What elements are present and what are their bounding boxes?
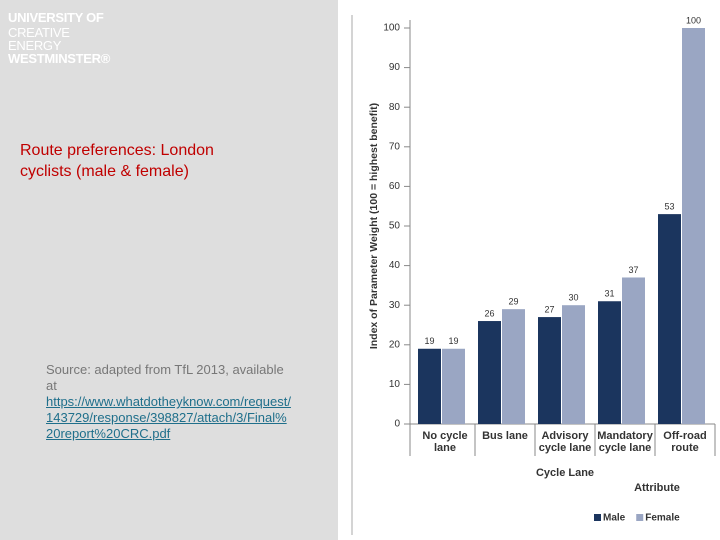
x-axis-label: Attribute <box>634 482 680 494</box>
data-label: 19 <box>424 336 434 346</box>
legend-swatch <box>594 514 601 521</box>
y-tick-label: 50 <box>389 221 401 232</box>
y-tick-label: 80 <box>389 102 401 113</box>
y-tick-label: 20 <box>389 339 401 350</box>
source-link[interactable]: https://www.whatdotheyknow.com/request/1… <box>46 394 291 441</box>
source-text: Source: adapted from TfL 2013, available… <box>46 362 284 393</box>
bar <box>598 301 621 424</box>
bar <box>682 28 705 424</box>
data-label: 30 <box>568 293 578 303</box>
logo-line: ENERGY <box>8 38 62 53</box>
x-tick-label: Off-road route <box>663 430 707 454</box>
data-label: 100 <box>686 15 701 25</box>
bar <box>658 214 681 424</box>
bar <box>562 305 585 424</box>
data-label: 31 <box>604 289 614 299</box>
y-tick-label: 0 <box>394 419 400 430</box>
legend-swatch <box>636 514 644 521</box>
data-label: 29 <box>508 297 518 307</box>
bar <box>502 309 525 424</box>
x-tick-label: Advisory cycle lane <box>538 430 592 454</box>
x-tick-label: Mandatory cycle lane <box>597 430 653 454</box>
y-tick-label: 10 <box>389 379 401 390</box>
logo-line: CREATIVE <box>8 25 70 40</box>
bar <box>478 321 501 424</box>
logo-line: WESTMINSTER® <box>8 51 111 66</box>
bar <box>442 348 465 424</box>
y-tick-label: 40 <box>389 260 401 271</box>
bar <box>622 277 645 424</box>
data-label: 26 <box>484 308 494 318</box>
bar <box>538 317 561 424</box>
x-tick-label: Bus lane <box>482 430 528 442</box>
annotation: Cycle Lane <box>536 467 594 479</box>
data-label: 37 <box>628 265 638 275</box>
side-panel: UNIVERSITY OF CREATIVE ENERGY WESTMINSTE… <box>0 0 338 540</box>
data-label: 27 <box>544 304 554 314</box>
y-axis-label: Index of Parameter Weight (100 = highest… <box>368 103 380 349</box>
y-tick-label: 60 <box>389 181 401 192</box>
slide-title: Route preferences: London cyclists (male… <box>20 142 214 180</box>
y-tick-label: 90 <box>389 62 401 73</box>
x-tick-label: No cycle lane <box>422 430 468 454</box>
data-label: 53 <box>664 201 674 211</box>
y-tick-label: 70 <box>389 141 401 152</box>
legend-label: Male <box>603 513 626 524</box>
data-label: 19 <box>448 336 458 346</box>
logo-line: UNIVERSITY OF <box>8 10 104 25</box>
bar <box>418 348 441 424</box>
legend-label: Female <box>645 513 680 524</box>
y-tick-label: 30 <box>389 300 401 311</box>
y-tick-label: 100 <box>383 23 400 34</box>
